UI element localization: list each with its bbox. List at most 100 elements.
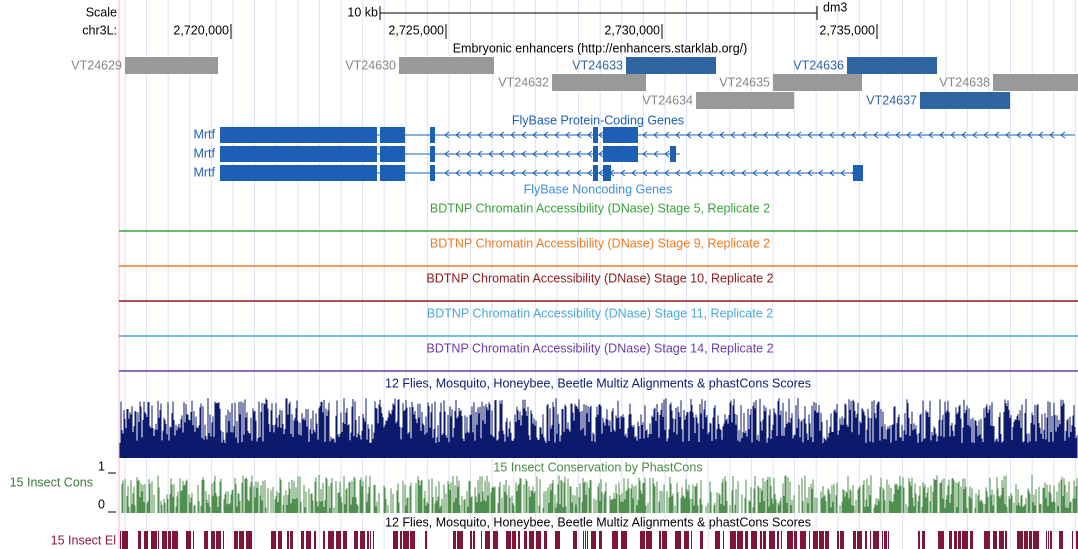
element	[144, 531, 148, 549]
strand-arrow	[664, 169, 670, 177]
strand-arrow	[477, 150, 483, 158]
strand-arrow	[807, 169, 813, 177]
strand-arrow	[543, 150, 549, 158]
element	[151, 531, 157, 549]
gene-label: Mrtf	[193, 127, 215, 141]
strand-arrow	[477, 131, 483, 139]
strand-arrow	[697, 169, 703, 177]
element	[853, 531, 856, 549]
strand-arrow	[466, 131, 472, 139]
element	[314, 531, 316, 549]
element	[172, 531, 178, 549]
strand-arrow	[917, 131, 923, 139]
track-title: 12 Flies, Mosquito, Honeybee, Beetle Mul…	[385, 376, 811, 390]
exon	[603, 127, 638, 143]
strand-arrow	[785, 131, 791, 139]
strand-arrow	[642, 150, 648, 158]
strand-arrow	[455, 131, 461, 139]
element	[751, 531, 757, 549]
strand-arrow	[587, 150, 593, 158]
strand-arrow	[686, 131, 692, 139]
element	[938, 531, 944, 549]
strand-arrow	[444, 169, 450, 177]
track-title: 12 Flies, Mosquito, Honeybee, Beetle Mul…	[385, 515, 811, 529]
track-title: BDTNP Chromatin Accessibility (DNase) St…	[430, 201, 770, 215]
element	[962, 531, 968, 549]
strand-arrow	[719, 131, 725, 139]
element	[323, 531, 325, 549]
strand-arrow	[521, 150, 527, 158]
element	[453, 531, 456, 549]
enhancer	[993, 74, 1078, 91]
exon	[380, 165, 405, 181]
strand-arrow	[576, 131, 582, 139]
element	[837, 531, 839, 549]
element	[470, 531, 472, 549]
element	[873, 531, 879, 549]
enhancer-label: VT24633	[572, 58, 623, 72]
strand-arrow	[532, 169, 538, 177]
multiz-signal	[119, 398, 1078, 458]
exon	[220, 146, 377, 162]
element	[354, 531, 358, 549]
element	[888, 531, 889, 549]
axis-min: 0	[98, 497, 105, 511]
exon	[430, 127, 435, 143]
strand-arrow	[510, 150, 516, 158]
element	[301, 531, 304, 549]
element	[819, 531, 824, 549]
enhancer	[920, 92, 1010, 109]
enhancer-label: VT24638	[939, 75, 990, 89]
strand-arrow	[1027, 131, 1033, 139]
strand-arrow	[554, 150, 560, 158]
ruler-tick-label: 2,730,000	[604, 23, 660, 37]
strand-arrow	[455, 169, 461, 177]
element	[922, 531, 925, 549]
strand-arrow	[587, 131, 593, 139]
strand-arrow	[444, 131, 450, 139]
element	[518, 531, 520, 549]
element	[271, 531, 276, 549]
element	[700, 531, 703, 549]
element	[730, 531, 736, 549]
element	[691, 531, 692, 549]
element	[1059, 531, 1063, 549]
strand-arrow	[697, 131, 703, 139]
element	[675, 531, 681, 549]
strand-arrow	[818, 169, 824, 177]
element	[1024, 531, 1028, 549]
exon	[380, 127, 405, 143]
element	[400, 531, 402, 549]
strand-arrow	[730, 169, 736, 177]
element	[999, 531, 1004, 549]
element	[529, 531, 534, 549]
strand-arrow	[829, 131, 835, 139]
strand-arrow	[741, 131, 747, 139]
strand-arrow	[1060, 131, 1066, 139]
element	[723, 531, 724, 549]
strand-arrow	[642, 169, 648, 177]
element	[485, 531, 490, 549]
strand-arrow	[664, 150, 670, 158]
element	[493, 531, 498, 549]
strand-arrow	[576, 169, 582, 177]
element	[918, 531, 920, 549]
element	[737, 531, 743, 549]
track-title: FlyBase Protein-Coding Genes	[512, 113, 684, 127]
track-label: 15 Insect Cons	[10, 475, 93, 489]
ruler-tick-label: 2,725,000	[388, 23, 444, 37]
element	[659, 531, 661, 549]
strand-arrow	[730, 131, 736, 139]
exon	[593, 146, 598, 162]
element	[287, 531, 289, 549]
element	[120, 531, 121, 549]
enhancer	[773, 74, 862, 91]
strand-arrow	[807, 131, 813, 139]
element	[840, 531, 844, 549]
enhancer-label: VT24632	[498, 75, 549, 89]
strand-arrow	[499, 131, 505, 139]
strand-arrow	[521, 131, 527, 139]
strand-arrow	[466, 150, 472, 158]
element	[158, 531, 159, 549]
